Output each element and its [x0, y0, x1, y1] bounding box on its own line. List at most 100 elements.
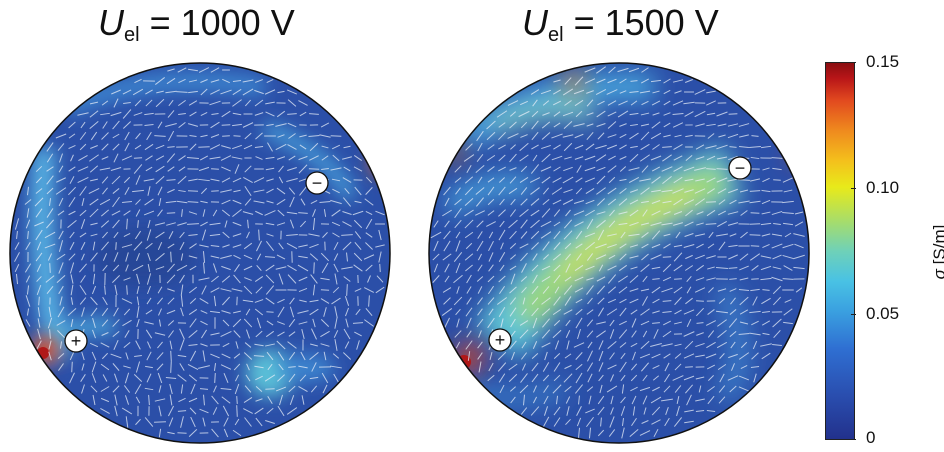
velocity-vector: [121, 407, 133, 415]
velocity-vector: [661, 287, 673, 293]
velocity-vector: [220, 388, 232, 390]
velocity-vector: [663, 100, 671, 106]
velocity-vector: [220, 331, 232, 337]
velocity-vector: [299, 144, 307, 150]
velocity-vector: [728, 267, 738, 269]
velocity-vector: [596, 219, 606, 229]
velocity-vector: [265, 274, 275, 284]
velocity-vector: [266, 351, 274, 361]
velocity-vector: [353, 155, 363, 161]
velocity-vector: [223, 428, 229, 438]
velocity-vector: [652, 90, 660, 94]
velocity-vector: [662, 320, 672, 326]
velocity-vector: [619, 243, 627, 249]
velocity-vector: [70, 274, 74, 284]
velocity-vector: [298, 365, 308, 369]
velocity-vector: [475, 165, 485, 173]
velocity-vector: [432, 275, 440, 283]
velocity-vector: [255, 417, 263, 427]
velocity-vector: [233, 274, 241, 284]
velocity-vector: [210, 310, 220, 314]
velocity-vector: [177, 374, 187, 382]
velocity-vector: [69, 176, 75, 184]
velocity-vector: [343, 276, 351, 282]
velocity-vector: [321, 145, 329, 149]
velocity-vector: [199, 388, 209, 390]
velocity-vector: [157, 286, 163, 294]
velocity-vector: [609, 416, 615, 428]
velocity-vector: [718, 134, 726, 138]
velocity-vector: [364, 319, 374, 327]
velocity-vector: [519, 329, 529, 339]
velocity-vector: [729, 233, 737, 237]
velocity-vector: [707, 395, 715, 405]
velocity-vector: [510, 144, 516, 150]
velocity-vector: [68, 253, 76, 261]
velocity-vector: [596, 66, 606, 74]
velocity-vector: [24, 199, 32, 205]
velocity-vector: [652, 375, 660, 381]
velocity-vector: [298, 155, 308, 161]
velocity-vector: [309, 155, 319, 161]
velocity-vector: [530, 89, 540, 95]
velocity-vector: [243, 352, 253, 360]
velocity-vector: [265, 297, 275, 305]
velocity-vector: [313, 262, 315, 274]
velocity-vector: [673, 264, 683, 272]
velocity-vector: [245, 374, 251, 382]
velocity-vector: [563, 166, 573, 172]
velocity-vector: [210, 353, 220, 359]
velocity-vector: [762, 177, 770, 183]
velocity-vector: [36, 276, 42, 282]
velocity-vector: [519, 243, 529, 249]
velocity-vector: [89, 110, 99, 118]
velocity-vector: [36, 340, 42, 350]
velocity-vector: [136, 273, 140, 285]
velocity-vector: [114, 284, 118, 296]
velocity-vector: [232, 144, 242, 150]
velocity-vector: [771, 243, 783, 249]
velocity-vector: [464, 198, 474, 206]
velocity-vector: [652, 322, 660, 324]
velocity-vector: [433, 263, 439, 273]
velocity-vector: [455, 231, 461, 239]
velocity-vector: [564, 353, 572, 359]
velocity-vector: [81, 363, 85, 371]
velocity-vector: [574, 76, 584, 86]
velocity-vector: [498, 186, 506, 196]
velocity-vector: [244, 342, 252, 348]
velocity-vector: [694, 287, 706, 293]
velocity-vector: [531, 362, 539, 372]
velocity-vector: [607, 274, 617, 284]
velocity-vector: [101, 132, 109, 140]
velocity-vector: [210, 245, 220, 247]
velocity-vector: [542, 286, 550, 294]
velocity-vector: [542, 416, 550, 428]
velocity-vector: [541, 153, 551, 163]
velocity-vector: [686, 275, 692, 283]
velocity-vector: [49, 329, 51, 339]
velocity-vector: [277, 321, 285, 325]
velocity-vector: [125, 416, 129, 428]
velocity-vector: [629, 244, 639, 248]
velocity-vector: [309, 351, 319, 361]
velocity-vector: [332, 154, 340, 162]
velocity-vector: [651, 230, 661, 240]
velocity-vector: [154, 222, 166, 226]
velocity-vector: [157, 209, 163, 217]
velocity-vector: [77, 166, 89, 172]
velocity-vector: [662, 146, 672, 148]
velocity-vector: [477, 142, 483, 152]
velocity-vector: [453, 274, 463, 284]
velocity-vector: [286, 242, 298, 250]
velocity-vector: [112, 264, 120, 272]
velocity-vector: [540, 220, 552, 228]
velocity-vector: [102, 264, 108, 272]
velocity-vector: [287, 99, 297, 107]
velocity-vector: [253, 177, 265, 183]
velocity-vector: [717, 220, 727, 228]
velocity-vector: [552, 177, 562, 183]
velocity-vector: [466, 317, 472, 329]
velocity-vector: [309, 253, 319, 261]
velocity-vector: [541, 265, 551, 271]
